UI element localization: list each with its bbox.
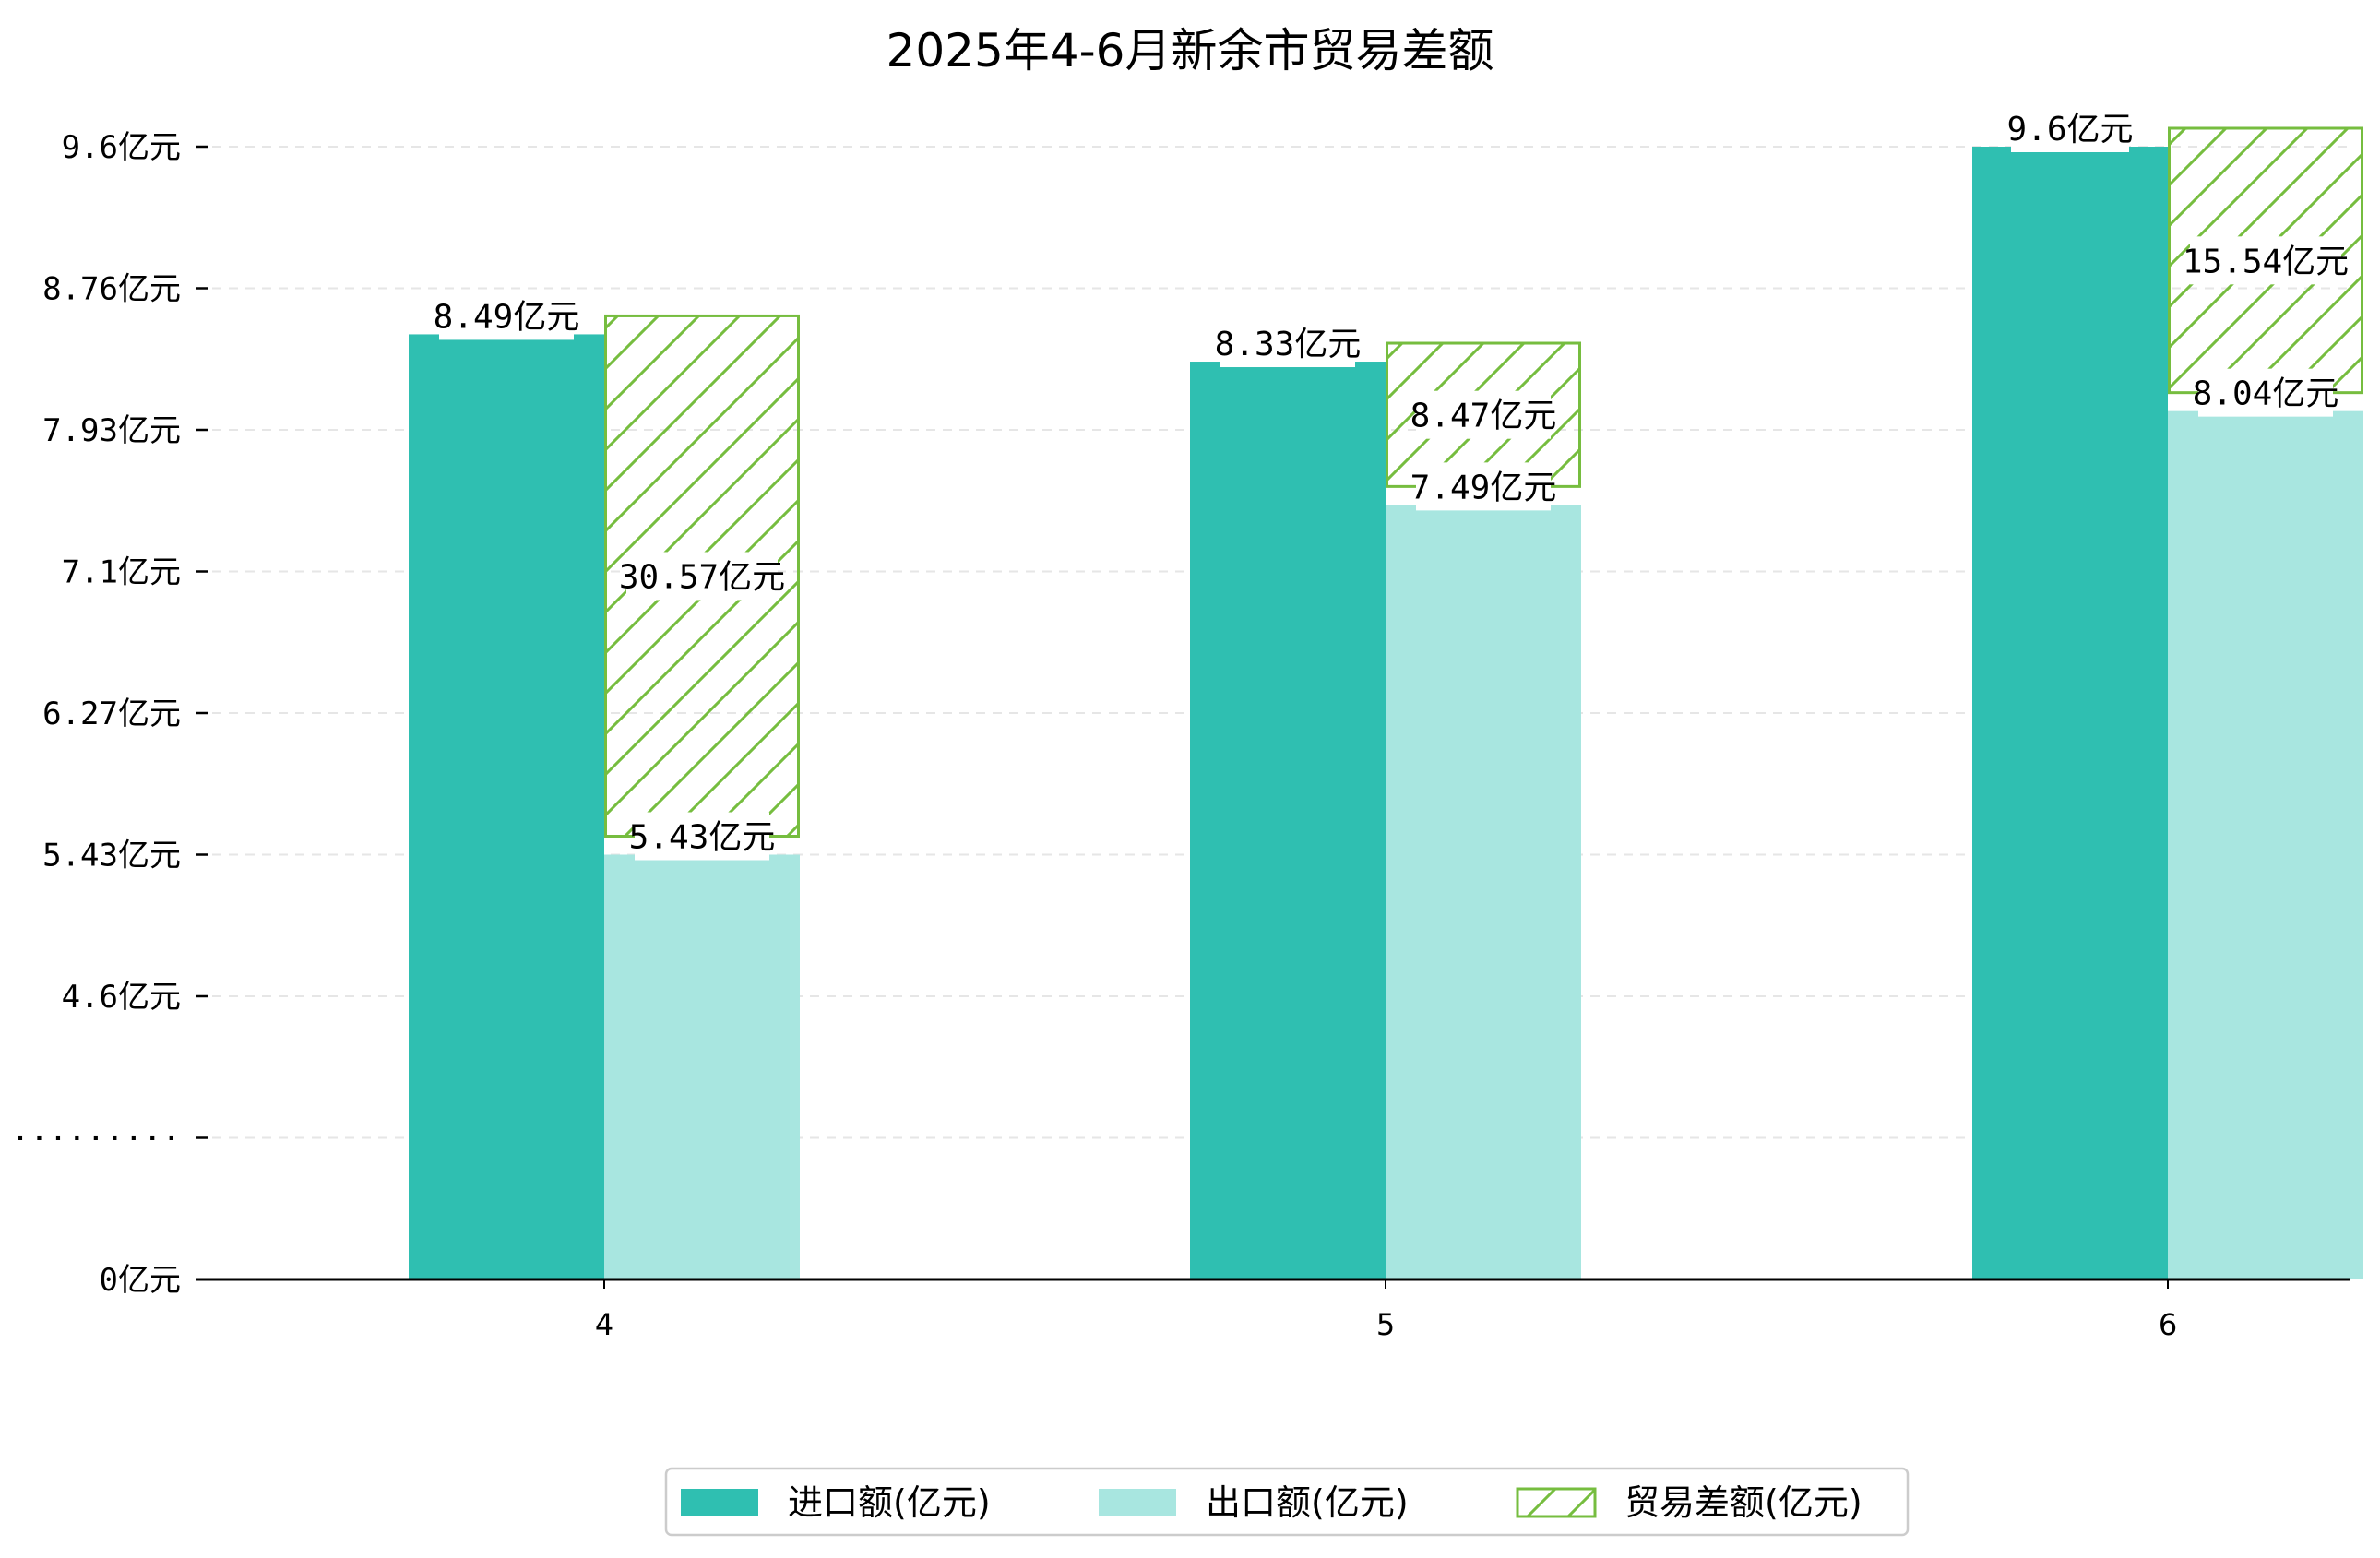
legend-swatch-import [681, 1489, 758, 1516]
export-value-label-bg [635, 812, 769, 861]
y-tick-label: 6.27亿元 [42, 696, 181, 732]
legend: 进口额(亿元) 出口额(亿元) 贸易差额(亿元) [664, 1467, 1910, 1537]
axes-layer: 0亿元 ········· 4.6亿元 5.43亿元 6.27亿元 7.1亿元 7.93亿元… [11, 129, 2350, 1342]
y-tick-label: 0亿元 [100, 1262, 181, 1299]
labels-layer: 8.49亿元 5.43亿元 30.57亿元 8.33亿元 7.49亿元 8.47亿元 9.6… [434, 104, 2349, 861]
legend-box [664, 1467, 1910, 1537]
trade-balance-value-label: 8.47亿元 [1410, 398, 1557, 435]
legend-label: 出口额(亿元) [1206, 1482, 1409, 1523]
export-bar [604, 854, 800, 1279]
y-tick-label: 7.1亿元 [62, 554, 181, 591]
export-value-label: 5.43亿元 [629, 819, 776, 857]
y-tick-label: 9.6亿元 [62, 129, 181, 166]
legend-label: 进口额(亿元) [788, 1482, 991, 1523]
chart-title: 2025年4-6月新余市贸易差额 [887, 24, 1494, 77]
import-value-label: 8.49亿元 [434, 298, 580, 336]
y-tick-label: 4.6亿元 [62, 979, 181, 1016]
import-bar [409, 334, 604, 1280]
import-value-label-bg [1220, 319, 1355, 368]
bars-layer [409, 126, 2363, 1280]
legend-swatch-export [1099, 1489, 1176, 1516]
import-value-label-bg [2011, 104, 2129, 152]
import-value-label-bg [439, 291, 574, 340]
trade-balance-value-label-bg [1416, 390, 1551, 439]
y-tick-label: 7.93亿元 [42, 412, 181, 449]
export-value-label: 7.49亿元 [1410, 469, 1557, 506]
import-value-label: 9.6亿元 [2006, 111, 2133, 149]
y-tick-label: 5.43亿元 [42, 838, 181, 874]
trade-balance-value-label-bg [2190, 236, 2341, 285]
x-tick-label: 6 [2159, 1307, 2177, 1342]
export-bar [2168, 410, 2363, 1279]
import-bar [1972, 147, 2168, 1279]
trade-balance-value-label-bg [626, 552, 778, 601]
trade-balance-value-label: 15.54亿元 [2183, 243, 2349, 280]
legend-swatch-trade-balance [1516, 1487, 1597, 1518]
import-value-label: 8.33亿元 [1215, 326, 1362, 363]
x-tick-label: 4 [595, 1307, 613, 1342]
import-bar [1190, 362, 1386, 1279]
export-value-label-bg [2198, 368, 2333, 417]
export-bar [1386, 505, 1581, 1279]
y-tick-label: ········· [11, 1121, 181, 1158]
y-tick-label: 8.76亿元 [42, 271, 181, 308]
export-value-label-bg [1416, 462, 1551, 511]
trade-balance-value-label: 30.57亿元 [619, 558, 785, 596]
x-tick-label: 5 [1376, 1307, 1395, 1342]
legend-label: 贸易差额(亿元) [1624, 1482, 1862, 1523]
export-value-label: 8.04亿元 [2193, 375, 2339, 413]
